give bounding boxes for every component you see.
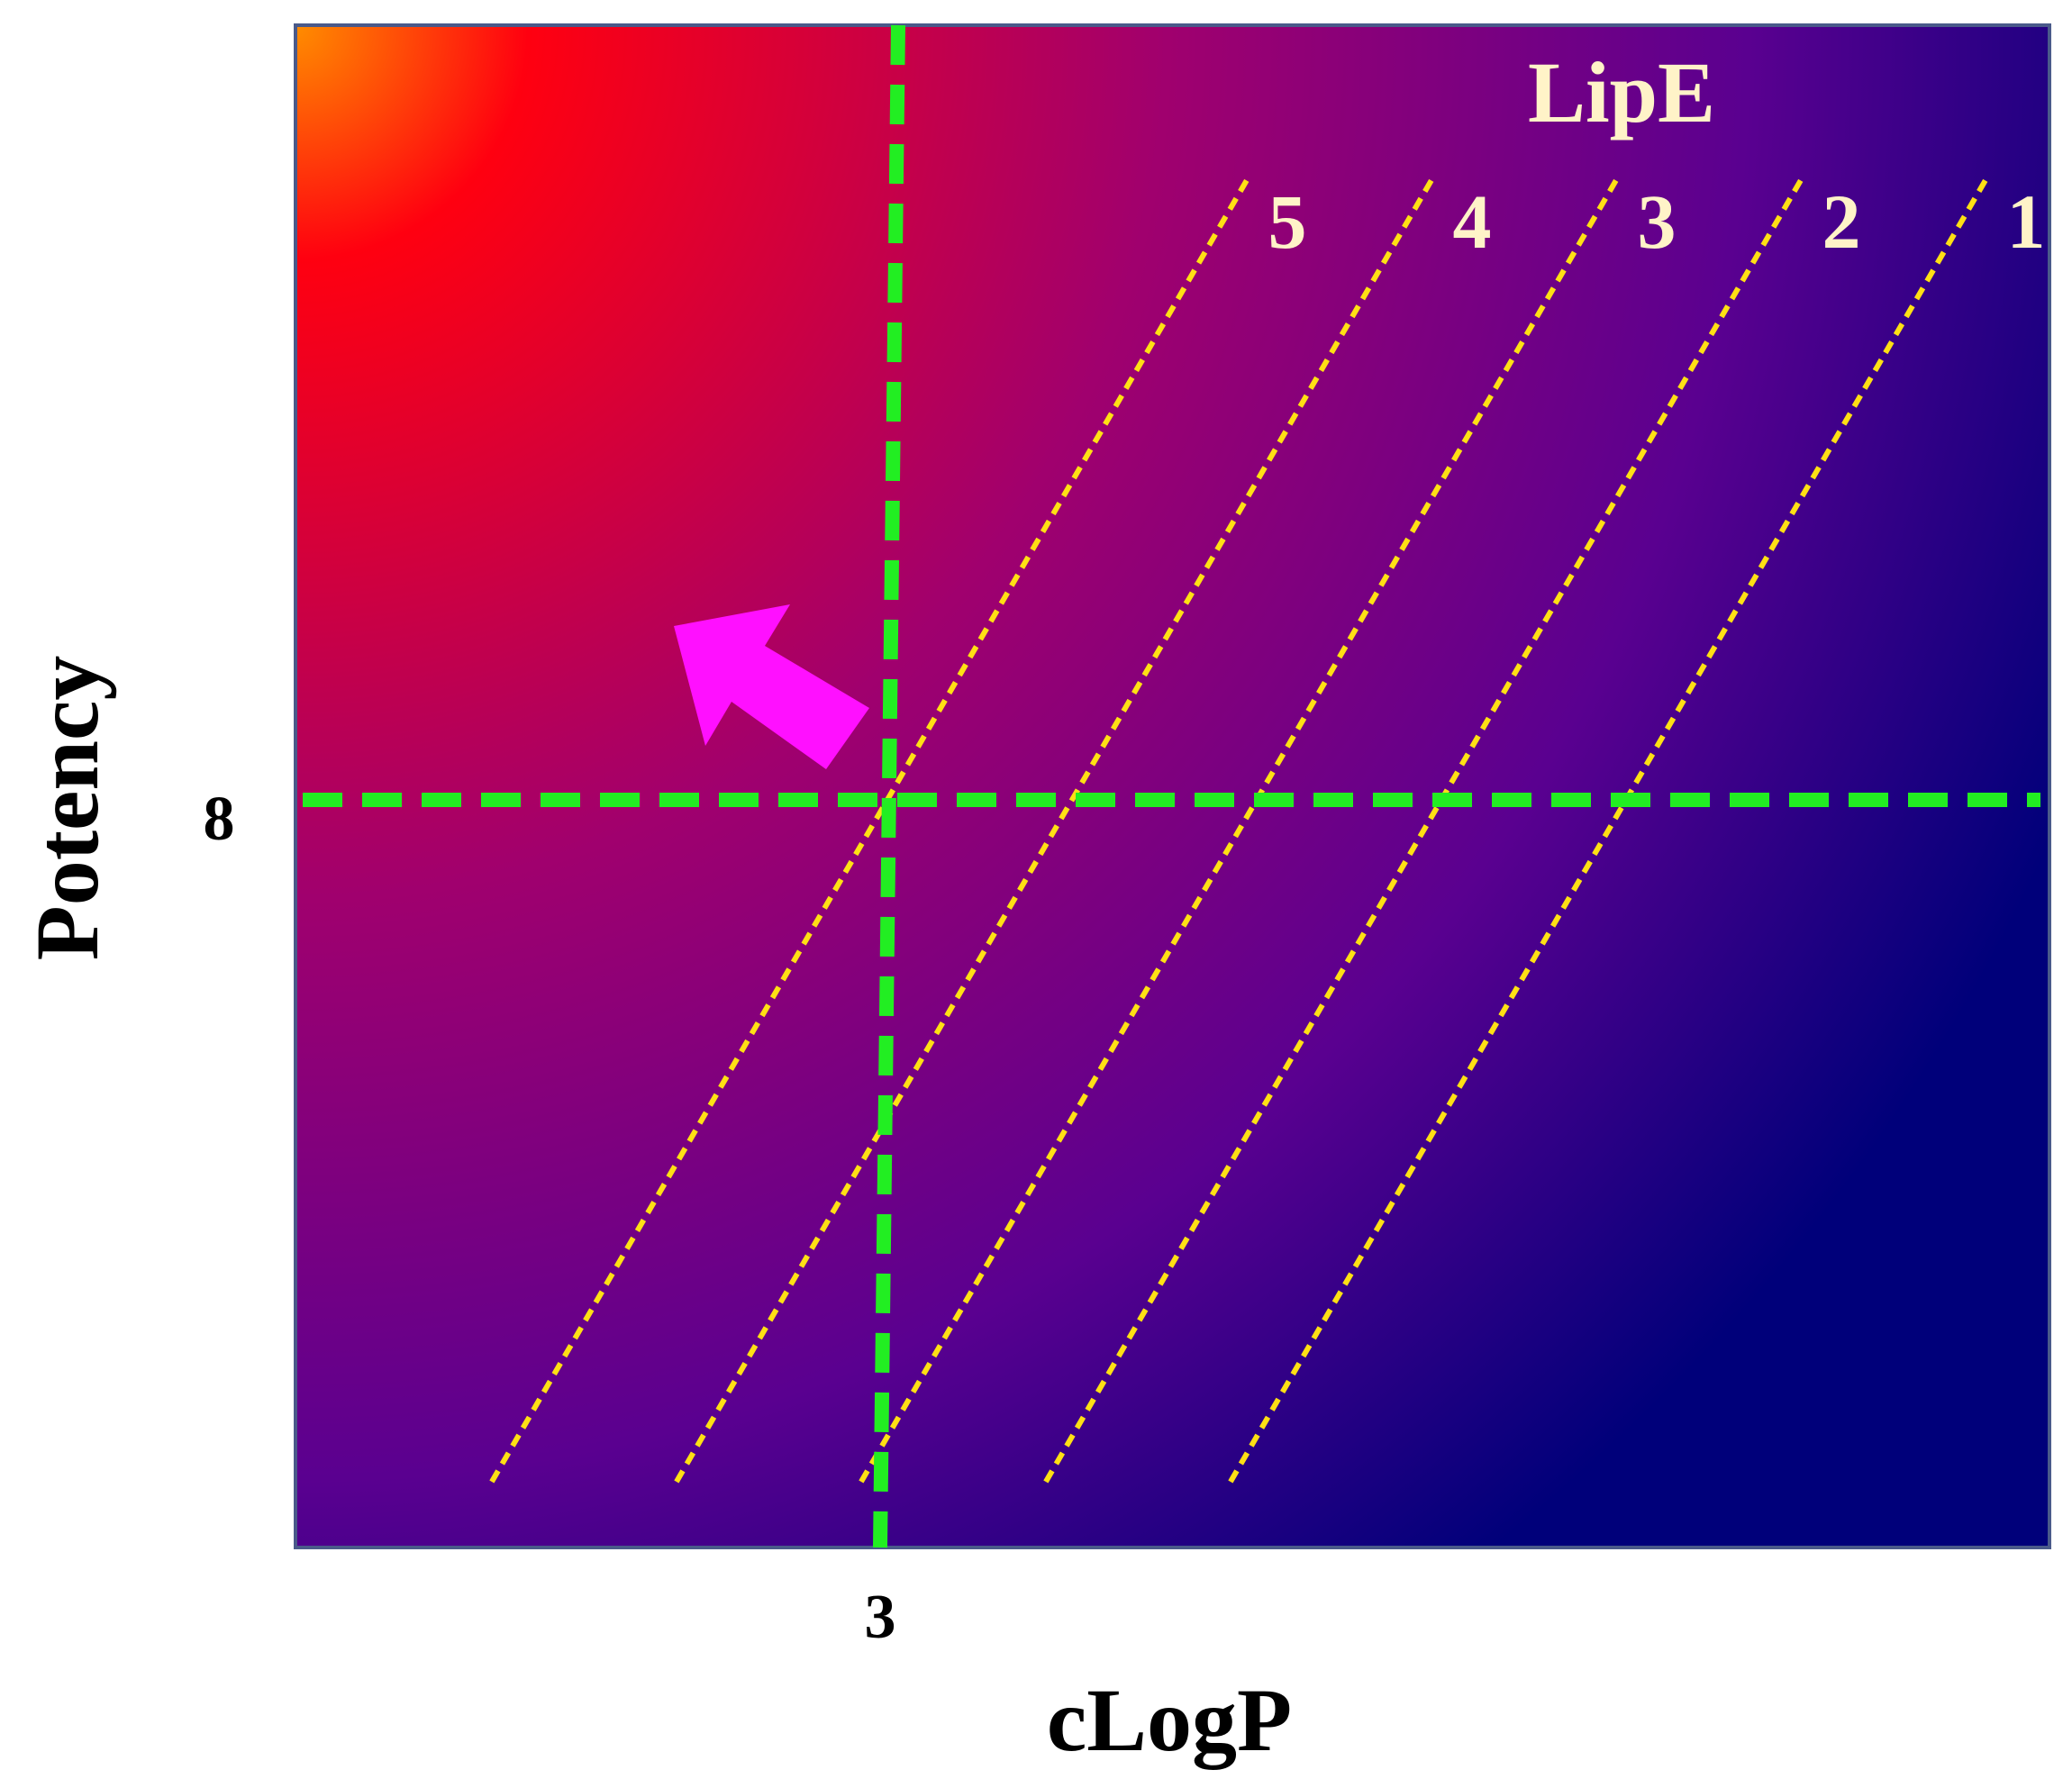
lipe-line-5 — [489, 178, 1250, 1484]
lipe-label-5: 5 — [1268, 178, 1307, 265]
lipe-line-4 — [674, 178, 1434, 1484]
lipe-lines — [489, 178, 1988, 1484]
x-tick-label: 3 — [865, 1583, 896, 1652]
lipe-line-3 — [859, 178, 1619, 1484]
arrow-up-left-icon — [674, 604, 869, 769]
threshold-lines — [303, 24, 2040, 1548]
y-axis-label: Potency — [17, 656, 117, 961]
lipe-line-1 — [1228, 178, 1988, 1484]
lipe-line-2 — [1043, 178, 1804, 1484]
threshold-line-vertical — [873, 24, 905, 1548]
lipe-label-2: 2 — [1822, 178, 1861, 265]
legend-title: LipE — [1528, 44, 1715, 141]
plot-area — [294, 23, 2051, 1549]
y-tick-label: 8 — [204, 785, 235, 854]
lipe-label-4: 4 — [1453, 178, 1492, 265]
lipe-label-1: 1 — [2007, 178, 2046, 265]
lipe-labels: 5 4 3 2 1 — [1268, 178, 2046, 265]
x-axis-label: cLogP — [1047, 1670, 1292, 1770]
lipe-label-3: 3 — [1638, 178, 1677, 265]
